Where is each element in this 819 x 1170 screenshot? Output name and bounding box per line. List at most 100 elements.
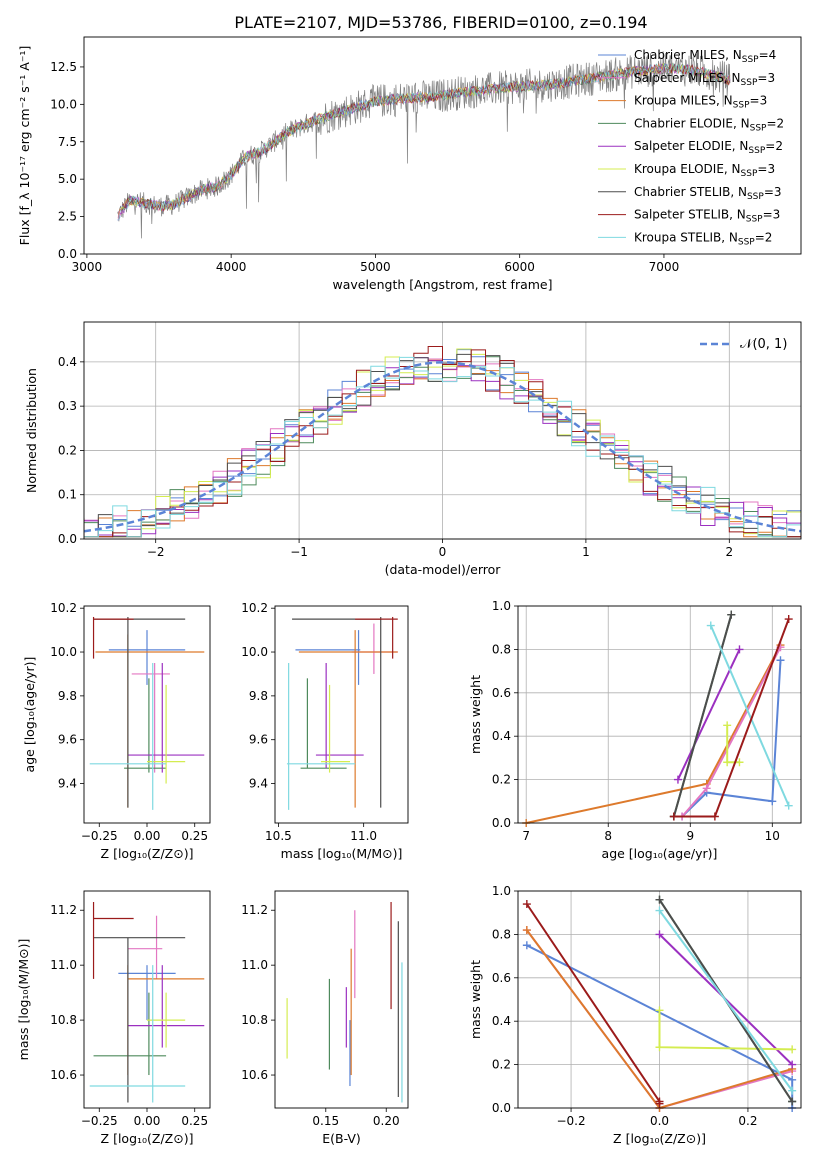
x-tick-label: 11.0 bbox=[350, 829, 377, 843]
x-tick-label: 0.2 bbox=[738, 1114, 757, 1128]
y-tick-label: 10.6 bbox=[50, 1068, 77, 1082]
axes-frame bbox=[83, 890, 211, 1109]
y-tick-label: 0.4 bbox=[492, 1014, 511, 1028]
legend-label: Chabrier MILES, NSSP=4 bbox=[634, 48, 776, 65]
y-tick-label: 0.4 bbox=[492, 729, 511, 743]
mass-weight-marker bbox=[735, 645, 744, 654]
mass-weight-marker bbox=[669, 812, 678, 821]
y-tick-label: 9.4 bbox=[58, 777, 77, 791]
mass-weight-marker bbox=[735, 758, 744, 767]
model-spectrum-line bbox=[121, 62, 730, 210]
x-tick-label: −1 bbox=[290, 545, 308, 559]
x-tick-label: −0.25 bbox=[81, 1114, 118, 1128]
spectrum-lines bbox=[117, 51, 731, 239]
y-tick-label: 0.8 bbox=[492, 642, 511, 656]
mass-weight-marker bbox=[788, 1060, 797, 1069]
y-tick-label: 10.2 bbox=[50, 601, 77, 615]
mass-weight-marker bbox=[522, 900, 531, 909]
mass-weight-marker bbox=[723, 721, 732, 730]
y-tick-label: 10.0 bbox=[50, 645, 77, 659]
mass-weight-marker bbox=[655, 1043, 664, 1052]
y-tick-label: 1.0 bbox=[492, 884, 511, 898]
age-vs-mass-panel: 10.5 11.0 9.4 9.6 9.8 10.0 10.2 mass [log₁₀(M/M… bbox=[241, 601, 409, 861]
mass-weight-marker bbox=[522, 926, 531, 935]
y-tick-label: 11.0 bbox=[50, 958, 77, 972]
y-tick-label: 2.5 bbox=[58, 210, 77, 224]
y-axis-label: Flux [f_λ 10⁻¹⁷ erg cm⁻² s⁻¹ A⁻¹] bbox=[17, 46, 32, 246]
model-spectrum-line bbox=[120, 63, 731, 215]
x-tick-label: −2 bbox=[147, 545, 165, 559]
mass-weight-marker bbox=[788, 1045, 797, 1054]
y-tick-label: 0.0 bbox=[492, 816, 511, 830]
mass-weight-marker bbox=[784, 615, 793, 624]
x-tick-label: 5000 bbox=[360, 260, 391, 274]
y-tick-label: 0.2 bbox=[492, 773, 511, 787]
model-spectrum-line bbox=[122, 63, 730, 212]
x-axis-label: E(B-V) bbox=[322, 1131, 361, 1146]
x-tick-label: 0.0 bbox=[650, 1114, 669, 1128]
x-tick-label: 4000 bbox=[216, 260, 247, 274]
mass-weight-marker bbox=[710, 812, 719, 821]
mass-weight-line bbox=[658, 1010, 793, 1051]
mass-weight-marker bbox=[655, 1006, 664, 1015]
mass-weight-line bbox=[672, 614, 733, 817]
y-tick-label: 0.2 bbox=[492, 1058, 511, 1072]
y-tick-label: 10.6 bbox=[241, 1068, 268, 1082]
axes-frame bbox=[83, 605, 211, 824]
normal-reference-curve bbox=[84, 361, 801, 533]
legend-label: Kroupa MILES, NSSP=3 bbox=[634, 94, 767, 111]
mass-weight-marker bbox=[706, 621, 715, 630]
legend-label: 𝒩(0, 1) bbox=[740, 337, 787, 352]
massweight-vs-age-panel: 7 8 9 10 0.0 0.2 0.4 0.6 0.8 1.0 age [log₁₀(age/yr… bbox=[468, 599, 802, 861]
x-tick-label: 0.15 bbox=[312, 1114, 339, 1128]
y-tick-label: 12.5 bbox=[50, 60, 77, 74]
mass-weight-marker bbox=[702, 784, 711, 793]
legend-label: Chabrier ELODIE, NSSP=2 bbox=[634, 116, 784, 133]
x-tick-label: 8 bbox=[604, 829, 612, 843]
age-vs-z-panel: −0.25 0.00 0.25 9.4 9.6 9.8 10.0 10.2 Z [log₁₀(Z… bbox=[22, 601, 211, 861]
y-tick-label: 10.8 bbox=[241, 1013, 268, 1027]
mass-weight-marker bbox=[655, 895, 664, 904]
y-axis-label: mass [log₁₀(M/M⊙)] bbox=[16, 939, 31, 1061]
legend-label: Chabrier STELIB, NSSP=3 bbox=[634, 185, 782, 202]
x-tick-label: 0 bbox=[439, 545, 447, 559]
y-tick-label: 9.8 bbox=[249, 689, 268, 703]
x-tick-label: 7 bbox=[522, 829, 530, 843]
mass-vs-z-panel: −0.25 0.00 0.25 10.6 10.8 11.0 11.2 Z [log₁₀(Z/… bbox=[16, 890, 211, 1146]
mass-weight-marker bbox=[776, 656, 785, 665]
mass-weight-line bbox=[658, 909, 794, 1092]
mass-weight-marker bbox=[727, 610, 736, 619]
axes-frame bbox=[517, 890, 802, 1109]
mass-weight-marker bbox=[723, 758, 732, 767]
y-axis-label: Normed distribution bbox=[24, 368, 39, 493]
y-tick-label: 11.0 bbox=[241, 958, 268, 972]
x-tick-label: 0.25 bbox=[181, 829, 208, 843]
x-tick-label: −0.25 bbox=[81, 829, 118, 843]
y-tick-label: 9.6 bbox=[249, 733, 268, 747]
mass-weight-marker bbox=[655, 930, 664, 939]
y-tick-label: 0.4 bbox=[58, 355, 77, 369]
legend-label: Salpeter MILES, NSSP=3 bbox=[634, 71, 775, 88]
legend-label: Salpeter ELODIE, NSSP=2 bbox=[634, 139, 783, 156]
x-tick-label: −0.2 bbox=[556, 1114, 585, 1128]
residual-histogram-panel: −2 −1 0 1 2 0.0 0.1 0.2 0.3 0.4 (data-model)/error… bbox=[24, 321, 802, 577]
y-axis-label: mass weight bbox=[468, 675, 483, 754]
mass-weight-marker bbox=[788, 1097, 797, 1106]
mass-weight-line bbox=[709, 625, 790, 806]
axes-frame bbox=[517, 605, 802, 824]
legend-label: Salpeter STELIB, NSSP=3 bbox=[634, 208, 780, 225]
mass-weight-line bbox=[681, 660, 782, 818]
histograms bbox=[84, 345, 801, 538]
y-tick-label: 9.6 bbox=[58, 733, 77, 747]
y-tick-label: 10.0 bbox=[241, 645, 268, 659]
x-tick-label: 1 bbox=[582, 545, 590, 559]
x-tick-label: 10 bbox=[765, 829, 780, 843]
x-tick-label: 0.25 bbox=[181, 1114, 208, 1128]
mass-weight-marker bbox=[655, 1099, 664, 1108]
mass-vs-ebv-panel: 0.15 0.20 10.6 10.8 11.0 11.2 E(B-V) bbox=[241, 890, 409, 1146]
y-tick-label: 7.5 bbox=[58, 135, 77, 149]
x-axis-label: (data-model)/error bbox=[385, 562, 502, 577]
mass-weight-line bbox=[677, 648, 741, 781]
x-axis-label: wavelength [Angstrom, rest frame] bbox=[332, 277, 552, 292]
